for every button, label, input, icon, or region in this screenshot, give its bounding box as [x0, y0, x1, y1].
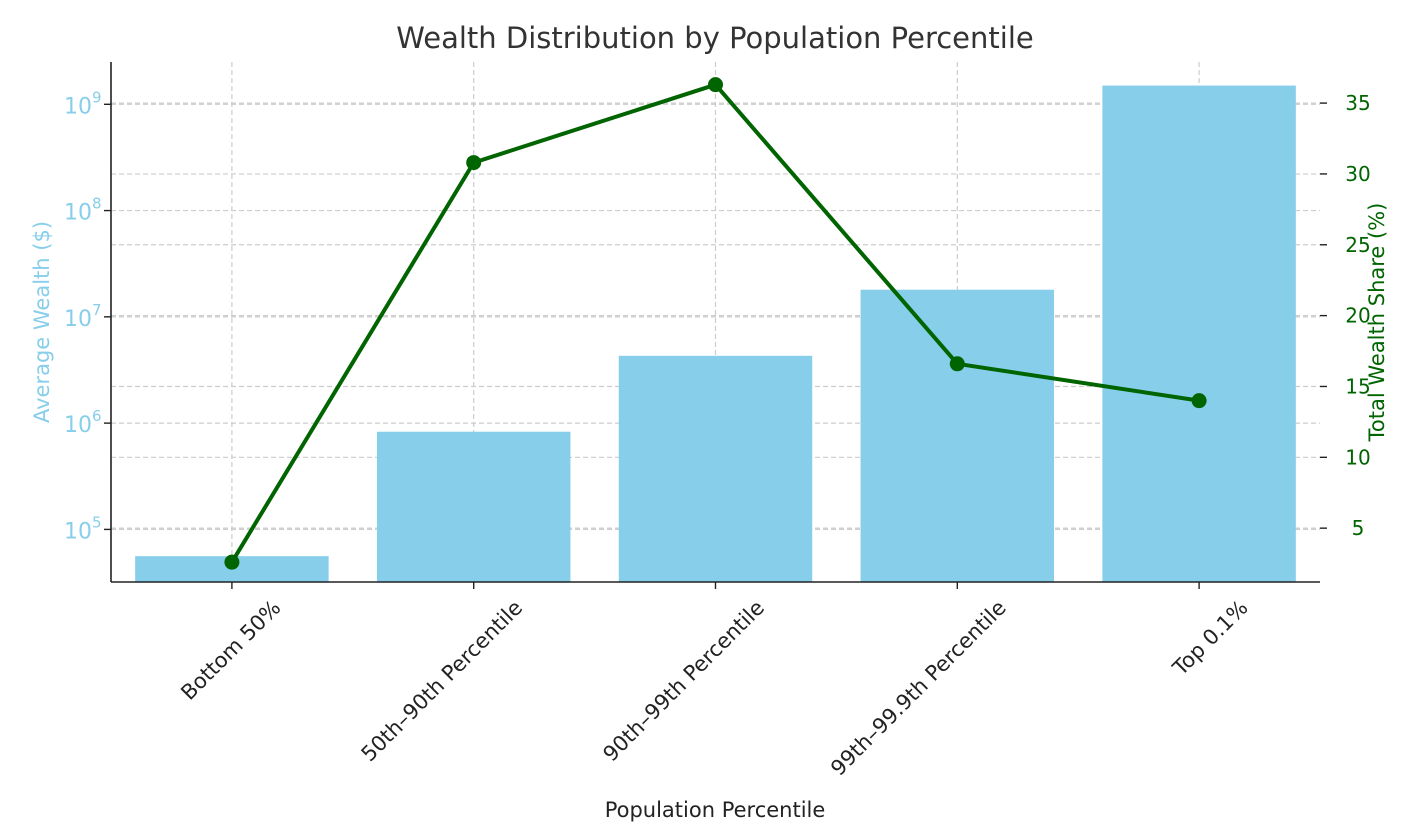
y-axis-label-right: Total Wealth Share (%): [1365, 203, 1389, 443]
y-tick-label-right: 25: [1345, 233, 1370, 257]
x-tick-label: Bottom 50%: [176, 596, 285, 705]
y-tick-label-right: 30: [1345, 162, 1370, 186]
chart-title: Wealth Distribution by Population Percen…: [396, 21, 1033, 55]
x-axis-label: Population Percentile: [605, 798, 826, 822]
line-point: [224, 554, 240, 570]
line-point: [708, 77, 723, 93]
y-ticks-left: 105 106 107 108 109: [64, 88, 111, 544]
x-tick-label: 50th–90th Percentile: [357, 596, 528, 767]
y-tick-label-left: 108: [64, 195, 102, 226]
line-series: [224, 77, 1207, 570]
y-tick-label-left: 109: [64, 88, 102, 119]
bar: [376, 431, 571, 582]
x-ticks: Bottom 50% 50th–90th Percentile 90th–99th …: [176, 582, 1253, 781]
y-ticks-right: 5 10 15 20 25 30 35: [1320, 91, 1371, 540]
bar: [618, 355, 813, 582]
x-tick-label: 99th–99.9th Percentile: [826, 596, 1011, 781]
y-tick-label-left: 105: [64, 513, 102, 544]
y-tick-label-right: 20: [1345, 304, 1370, 328]
y-tick-label-right: 10: [1345, 445, 1370, 469]
bar: [1102, 85, 1296, 583]
y-tick-label-right: 15: [1345, 374, 1370, 398]
y-tick-label-right: 35: [1345, 91, 1370, 115]
line-point: [1191, 393, 1207, 409]
y-tick-label-left: 106: [64, 407, 102, 438]
y-axis-label-left: Average Wealth ($): [30, 221, 54, 423]
bar: [860, 289, 1055, 582]
x-tick-label: 90th–99th Percentile: [598, 596, 769, 767]
y-tick-label-left: 107: [64, 301, 102, 332]
y-tick-label-right: 5: [1352, 516, 1365, 540]
x-tick-label: Top 0.1%: [1167, 596, 1252, 681]
line-point: [949, 356, 965, 372]
line-point: [466, 155, 482, 171]
